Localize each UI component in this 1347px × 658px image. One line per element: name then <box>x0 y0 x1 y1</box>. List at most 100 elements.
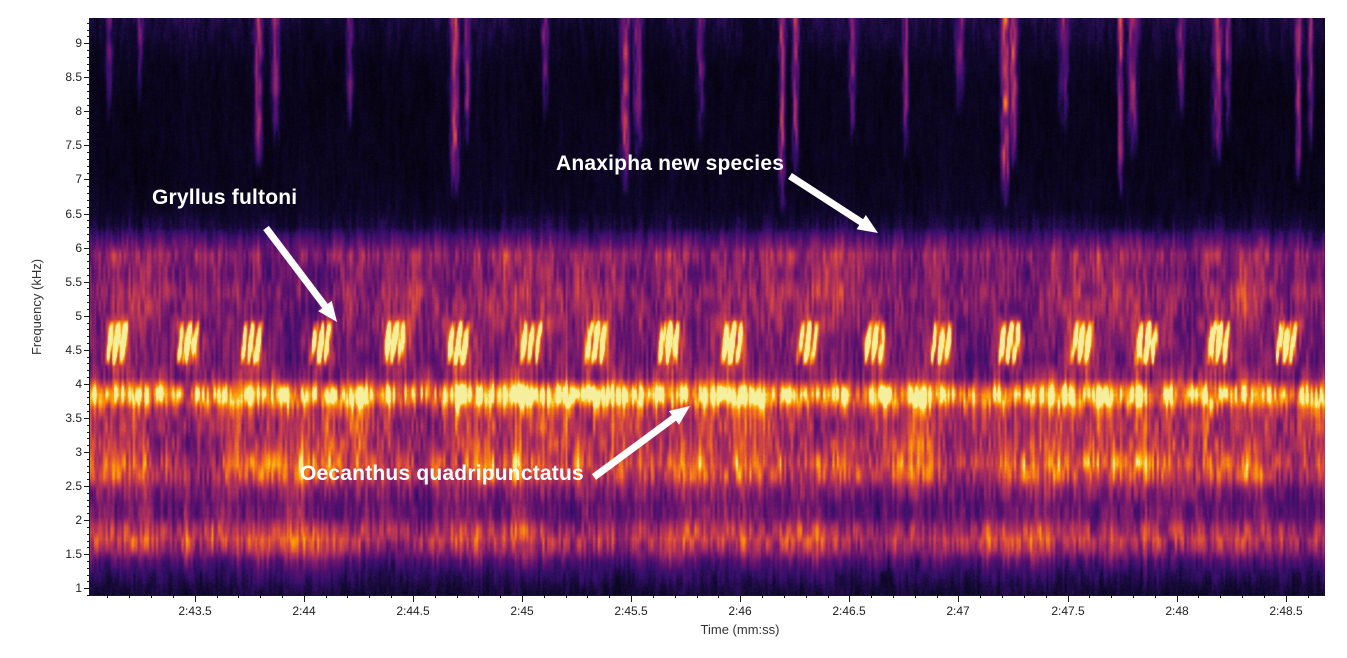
y-axis-major-tick <box>84 282 90 283</box>
x-tick-label: 2:45.5 <box>614 604 648 618</box>
y-axis-minor-tick <box>87 493 90 494</box>
x-axis-minor-tick <box>762 595 763 598</box>
x-axis-minor-tick <box>675 595 676 598</box>
x-axis-minor-tick <box>347 595 348 598</box>
y-axis-major-tick <box>84 77 90 78</box>
x-axis-minor-tick <box>609 595 610 598</box>
y-axis-minor-tick <box>87 70 90 71</box>
x-axis-minor-tick <box>893 595 894 598</box>
y-axis-minor-tick <box>87 391 90 392</box>
x-axis-minor-tick <box>457 595 458 598</box>
y-axis-minor-tick <box>87 575 90 576</box>
x-axis-minor-tick <box>871 595 872 598</box>
y-tick-label: 1 <box>75 581 82 595</box>
y-axis-minor-tick <box>87 50 90 51</box>
y-axis-minor-tick <box>87 323 90 324</box>
x-axis-minor-tick <box>500 595 501 598</box>
y-tick-label: 3.5 <box>65 411 82 425</box>
x-axis-major-tick <box>413 595 414 602</box>
y-axis-minor-tick <box>87 57 90 58</box>
x-axis-major-tick <box>304 595 305 602</box>
y-axis-minor-tick <box>87 98 90 99</box>
y-axis-minor-tick <box>87 500 90 501</box>
y-axis-minor-tick <box>87 241 90 242</box>
y-axis-minor-tick <box>87 302 90 303</box>
x-axis-line <box>90 595 1325 596</box>
x-axis-minor-tick <box>784 595 785 598</box>
y-axis-major-tick <box>84 350 90 351</box>
y-tick-label: 6 <box>75 241 82 255</box>
x-axis-major-tick <box>631 595 632 602</box>
y-axis-line <box>89 18 90 595</box>
x-axis-minor-tick <box>151 595 152 598</box>
y-axis-major-tick <box>84 248 90 249</box>
x-axis-minor-tick <box>937 595 938 598</box>
y-axis-major-tick <box>84 316 90 317</box>
y-tick-label: 7.5 <box>65 138 82 152</box>
x-tick-label: 2:48 <box>1165 604 1189 618</box>
y-axis-major-tick <box>84 452 90 453</box>
y-axis-major-tick <box>84 418 90 419</box>
y-axis-minor-tick <box>87 30 90 31</box>
y-axis-minor-tick <box>87 472 90 473</box>
y-axis-minor-tick <box>87 479 90 480</box>
x-axis-minor-tick <box>1198 595 1199 598</box>
x-axis-minor-tick <box>326 595 327 598</box>
y-axis-minor-tick <box>87 288 90 289</box>
y-axis-minor-tick <box>87 207 90 208</box>
y-axis-minor-tick <box>87 459 90 460</box>
y-axis-minor-tick <box>87 23 90 24</box>
y-tick-label: 8.5 <box>65 70 82 84</box>
y-tick-label: 5.5 <box>65 275 82 289</box>
y-axis-minor-tick <box>87 363 90 364</box>
y-axis-major-tick <box>84 588 90 589</box>
y-tick-label: 8 <box>75 104 82 118</box>
x-axis-minor-tick <box>1002 595 1003 598</box>
annotation-gryllus-fultoni: Gryllus fultoni <box>152 186 298 209</box>
y-axis-minor-tick <box>87 118 90 119</box>
y-axis-minor-tick <box>87 445 90 446</box>
x-axis-minor-tick <box>980 595 981 598</box>
x-axis-minor-tick <box>806 595 807 598</box>
y-tick-label: 3 <box>75 445 82 459</box>
x-axis-minor-tick <box>282 595 283 598</box>
y-axis-minor-tick <box>87 438 90 439</box>
y-tick-label: 7 <box>75 172 82 186</box>
y-axis-minor-tick <box>87 159 90 160</box>
y-axis-minor-tick <box>87 200 90 201</box>
y-axis-minor-tick <box>87 64 90 65</box>
y-axis-major-tick <box>84 214 90 215</box>
y-axis-minor-tick <box>87 370 90 371</box>
x-tick-label: 2:47 <box>946 604 970 618</box>
y-axis-minor-tick <box>87 166 90 167</box>
y-tick-label: 2 <box>75 513 82 527</box>
x-axis-minor-tick <box>1133 595 1134 598</box>
y-axis-minor-tick <box>87 125 90 126</box>
y-tick-label: 4.5 <box>65 343 82 357</box>
x-axis-minor-tick <box>1111 595 1112 598</box>
y-axis-minor-tick <box>87 581 90 582</box>
x-axis-minor-tick <box>1155 595 1156 598</box>
y-axis-major-tick <box>84 145 90 146</box>
y-axis-minor-tick <box>87 268 90 269</box>
y-axis-minor-tick <box>87 105 90 106</box>
x-tick-label: 2:48.5 <box>1269 604 1303 618</box>
x-tick-label: 2:46.5 <box>832 604 866 618</box>
x-axis-minor-tick <box>1308 595 1309 598</box>
y-axis-minor-tick <box>87 227 90 228</box>
y-axis-minor-tick <box>87 513 90 514</box>
x-axis-minor-tick <box>1089 595 1090 598</box>
x-axis-major-tick <box>1286 595 1287 602</box>
y-axis-minor-tick <box>87 220 90 221</box>
x-axis-major-tick <box>522 595 523 602</box>
y-axis-minor-tick <box>87 186 90 187</box>
y-tick-label: 6.5 <box>65 207 82 221</box>
x-axis-title: Time (mm:ss) <box>700 622 780 637</box>
y-axis-minor-tick <box>87 91 90 92</box>
y-axis-major-tick <box>84 486 90 487</box>
x-axis-minor-tick <box>107 595 108 598</box>
x-axis-minor-tick <box>587 595 588 598</box>
x-axis-minor-tick <box>915 595 916 598</box>
y-axis-minor-tick <box>87 36 90 37</box>
y-axis-minor-tick <box>87 432 90 433</box>
